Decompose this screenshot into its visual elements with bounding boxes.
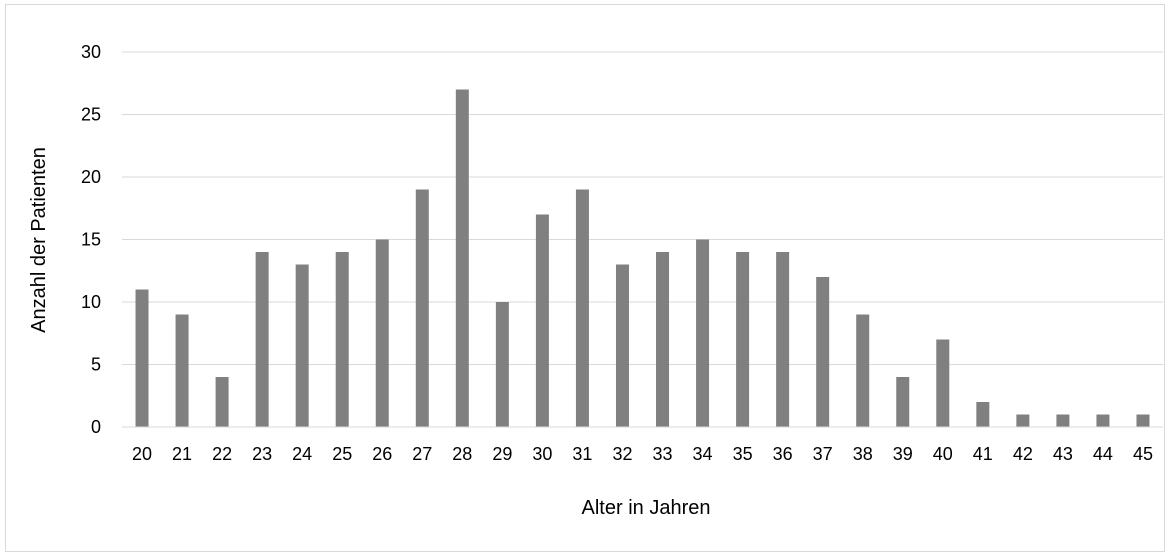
bar	[215, 377, 229, 427]
y-axis-ticks: 0 5 10 15 20 25 30	[81, 42, 101, 437]
bar	[896, 377, 910, 427]
x-tick-label: 37	[813, 444, 833, 464]
x-tick-label: 30	[532, 444, 552, 464]
bar	[335, 252, 349, 427]
bar	[776, 252, 790, 427]
x-tick-label: 20	[132, 444, 152, 464]
y-tick-label: 5	[91, 355, 101, 375]
y-tick-label: 30	[81, 42, 101, 62]
bar	[535, 214, 549, 427]
x-tick-label: 27	[412, 444, 432, 464]
x-tick-label: 36	[773, 444, 793, 464]
bar	[295, 264, 309, 427]
bar	[736, 252, 750, 427]
x-tick-label: 33	[653, 444, 673, 464]
x-tick-label: 35	[733, 444, 753, 464]
bar	[1096, 414, 1110, 427]
bars	[135, 89, 1150, 427]
x-tick-label: 45	[1133, 444, 1153, 464]
bar	[1056, 414, 1070, 427]
x-tick-label: 25	[332, 444, 352, 464]
x-tick-label: 29	[492, 444, 512, 464]
bar	[175, 314, 189, 427]
gridlines	[122, 51, 1163, 365]
x-tick-label: 26	[372, 444, 392, 464]
bar	[495, 302, 509, 427]
y-axis-title: Anzahl der Patienten	[28, 147, 50, 333]
bar	[135, 289, 149, 427]
bar	[1136, 414, 1150, 427]
bar	[976, 402, 990, 427]
y-tick-label: 15	[81, 230, 101, 250]
x-tick-label: 32	[612, 444, 632, 464]
bar	[415, 189, 429, 427]
y-tick-label: 25	[81, 105, 101, 125]
bar	[936, 339, 950, 427]
bar	[375, 239, 389, 427]
x-tick-label: 23	[252, 444, 272, 464]
bar	[816, 277, 830, 427]
bar	[575, 189, 589, 427]
x-axis-ticks: 20 21 22 23 24 25 26 27 28 29 30 31 32 33 34 35 36 37 38 39…	[132, 444, 1153, 464]
bar	[1016, 414, 1030, 427]
y-tick-label: 0	[91, 417, 101, 437]
x-tick-label: 41	[973, 444, 993, 464]
x-tick-label: 24	[292, 444, 312, 464]
bar	[615, 264, 629, 427]
x-tick-label: 43	[1053, 444, 1073, 464]
x-tick-label: 21	[172, 444, 192, 464]
bar	[856, 314, 870, 427]
x-tick-label: 39	[893, 444, 913, 464]
y-tick-label: 20	[81, 167, 101, 187]
x-tick-label: 28	[452, 444, 472, 464]
x-axis-title: Alter in Jahren	[582, 497, 711, 519]
bar	[696, 239, 710, 427]
x-tick-label: 31	[572, 444, 592, 464]
x-tick-label: 22	[212, 444, 232, 464]
x-tick-label: 38	[853, 444, 873, 464]
bar	[255, 252, 269, 427]
y-tick-label: 10	[81, 292, 101, 312]
x-tick-label: 44	[1093, 444, 1113, 464]
bar	[455, 89, 469, 427]
x-tick-label: 34	[693, 444, 713, 464]
x-tick-label: 42	[1013, 444, 1033, 464]
x-tick-label: 40	[933, 444, 953, 464]
bar	[656, 252, 670, 427]
